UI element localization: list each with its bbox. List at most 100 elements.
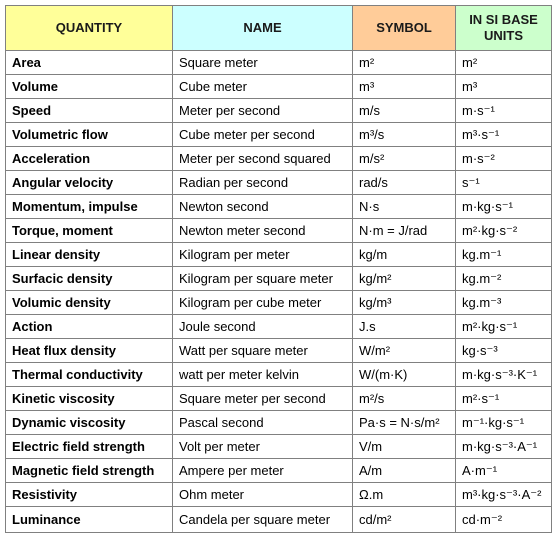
symbol-cell: m/s² [352, 146, 456, 171]
name-cell: Kilogram per cube meter [172, 290, 353, 315]
symbol-cell: m/s [352, 98, 456, 123]
table-row: Action Joule second J.s m²·kg·s⁻¹ [5, 314, 552, 339]
quantity-cell: Resistivity [5, 482, 173, 507]
table-row: Volumic density Kilogram per cube meter kg… [5, 290, 552, 315]
symbol-cell: m²/s [352, 386, 456, 411]
name-cell: Candela per square meter [172, 506, 353, 533]
name-cell: Pascal second [172, 410, 353, 435]
name-cell: Volt per meter [172, 434, 353, 459]
symbol-cell: m³/s [352, 122, 456, 147]
si-base-units-cell: kg.m⁻¹ [455, 242, 552, 267]
quantity-cell: Angular velocity [5, 170, 173, 195]
name-cell: Square meter [172, 50, 353, 75]
table-row: Volumetric flow Cube meter per second m³/s… [5, 122, 552, 147]
table-row: Linear density Kilogram per meter kg/m kg.m… [5, 242, 552, 267]
si-base-units-cell: m³·kg·s⁻³·A⁻² [455, 482, 552, 507]
quantity-cell: Volumetric flow [5, 122, 173, 147]
name-cell: Meter per second [172, 98, 353, 123]
name-cell: Kilogram per meter [172, 242, 353, 267]
symbol-cell: kg/m² [352, 266, 456, 291]
table-row: Dynamic viscosity Pascal second Pa·s = N·s… [5, 410, 552, 435]
quantity-cell: Speed [5, 98, 173, 123]
table-row: Resistivity Ohm meter Ω.m m³·kg·s⁻³·A⁻² [5, 482, 552, 507]
si-base-units-cell: m·s⁻² [455, 146, 552, 171]
si-base-units-cell: m³ [455, 74, 552, 99]
quantity-cell: Torque, moment [5, 218, 173, 243]
symbol-cell: kg/m³ [352, 290, 456, 315]
symbol-cell: kg/m [352, 242, 456, 267]
symbol-cell: J.s [352, 314, 456, 339]
name-cell: Ohm meter [172, 482, 353, 507]
header-name: NAME [172, 5, 353, 51]
quantity-cell: Action [5, 314, 173, 339]
si-base-units-cell: m³·s⁻¹ [455, 122, 552, 147]
name-cell: Newton second [172, 194, 353, 219]
symbol-cell: N·s [352, 194, 456, 219]
si-base-units-cell: A·m⁻¹ [455, 458, 552, 483]
quantity-cell: Volumic density [5, 290, 173, 315]
name-cell: Kilogram per square meter [172, 266, 353, 291]
table-row: Acceleration Meter per second squared m/s²… [5, 146, 552, 171]
symbol-cell: m² [352, 50, 456, 75]
table-row: Magnetic field strength Ampere per meter A… [5, 458, 552, 483]
si-base-units-cell: cd·m⁻² [455, 506, 552, 533]
symbol-cell: N·m = J/rad [352, 218, 456, 243]
si-base-units-cell: m²·kg·s⁻² [455, 218, 552, 243]
quantity-cell: Dynamic viscosity [5, 410, 173, 435]
table-header: QUANTITY NAME SYMBOL IN SI BASE UNITS [5, 5, 552, 51]
table-row: Area Square meter m² m² [5, 50, 552, 75]
si-base-units-cell: kg.m⁻² [455, 266, 552, 291]
symbol-cell: A/m [352, 458, 456, 483]
name-cell: Cube meter per second [172, 122, 353, 147]
symbol-cell: m³ [352, 74, 456, 99]
table-row: Volume Cube meter m³ m³ [5, 74, 552, 99]
header-quantity: QUANTITY [5, 5, 173, 51]
quantity-cell: Electric field strength [5, 434, 173, 459]
si-base-units-cell: s⁻¹ [455, 170, 552, 195]
table-row: Speed Meter per second m/s m·s⁻¹ [5, 98, 552, 123]
name-cell: Newton meter second [172, 218, 353, 243]
si-base-units-cell: m⁻¹·kg·s⁻¹ [455, 410, 552, 435]
quantity-cell: Heat flux density [5, 338, 173, 363]
si-base-units-cell: m·kg·s⁻¹ [455, 194, 552, 219]
symbol-cell: rad/s [352, 170, 456, 195]
name-cell: Meter per second squared [172, 146, 353, 171]
quantity-cell: Surfacic density [5, 266, 173, 291]
table-row: Momentum, impulse Newton second N·s m·kg·s⁻… [5, 194, 552, 219]
name-cell: Square meter per second [172, 386, 353, 411]
quantity-cell: Thermal conductivity [5, 362, 173, 387]
symbol-cell: Pa·s = N·s/m² [352, 410, 456, 435]
name-cell: Cube meter [172, 74, 353, 99]
si-base-units-cell: m·s⁻¹ [455, 98, 552, 123]
symbol-cell: W/(m·K) [352, 362, 456, 387]
quantity-cell: Luminance [5, 506, 173, 533]
quantity-cell: Linear density [5, 242, 173, 267]
si-base-units-cell: kg.m⁻³ [455, 290, 552, 315]
quantity-cell: Kinetic viscosity [5, 386, 173, 411]
symbol-cell: V/m [352, 434, 456, 459]
table-row: Surfacic density Kilogram per square mete… [5, 266, 552, 291]
table-body: Area Square meter m² m² Volume Cube meter m³ m³… [5, 50, 552, 533]
quantity-cell: Volume [5, 74, 173, 99]
name-cell: Radian per second [172, 170, 353, 195]
table-row: Heat flux density Watt per square meter W/… [5, 338, 552, 363]
header-symbol: SYMBOL [352, 5, 456, 51]
si-base-units-cell: kg·s⁻³ [455, 338, 552, 363]
si-base-units-cell: m²·kg·s⁻¹ [455, 314, 552, 339]
symbol-cell: Ω.m [352, 482, 456, 507]
table-row: Luminance Candela per square meter cd/m² cd… [5, 506, 552, 533]
name-cell: Ampere per meter [172, 458, 353, 483]
quantity-cell: Area [5, 50, 173, 75]
units-table-container: QUANTITY NAME SYMBOL IN SI BASE UNITS Ar… [5, 5, 552, 533]
quantity-cell: Acceleration [5, 146, 173, 171]
si-base-units-cell: m·kg·s⁻³·A⁻¹ [455, 434, 552, 459]
si-base-units-cell: m²·s⁻¹ [455, 386, 552, 411]
name-cell: Joule second [172, 314, 353, 339]
quantity-cell: Momentum, impulse [5, 194, 173, 219]
symbol-cell: W/m² [352, 338, 456, 363]
header-row: QUANTITY NAME SYMBOL IN SI BASE UNITS [5, 5, 552, 51]
table-row: Electric field strength Volt per meter V/m… [5, 434, 552, 459]
si-base-units-cell: m·kg·s⁻³·K⁻¹ [455, 362, 552, 387]
table-row: Thermal conductivity watt per meter kelvi… [5, 362, 552, 387]
quantity-cell: Magnetic field strength [5, 458, 173, 483]
